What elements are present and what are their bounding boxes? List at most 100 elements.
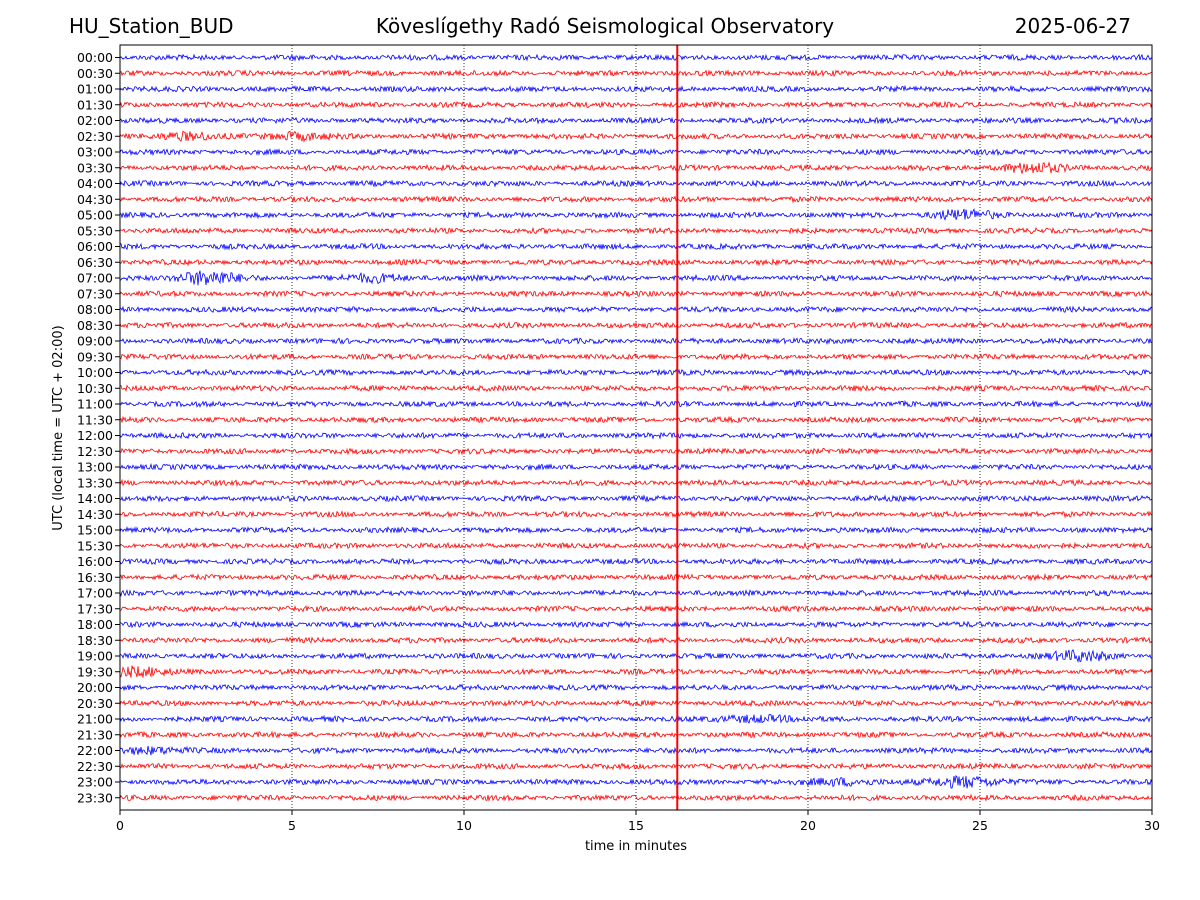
x-tick-label: 15 [628, 818, 644, 833]
y-tick-label: 17:00 [77, 586, 113, 601]
y-tick-label: 19:30 [77, 664, 113, 679]
y-tick-label: 12:00 [77, 428, 113, 443]
trace-2230 [119, 762, 1153, 771]
trace-1530 [119, 541, 1153, 550]
x-tick-label: 0 [116, 818, 124, 833]
trace-0300 [119, 148, 1153, 157]
trace-2300 [119, 774, 1153, 789]
trace-layer [119, 53, 1153, 802]
y-tick-label: 04:00 [77, 176, 113, 191]
trace-0600 [119, 242, 1153, 251]
trace-0900 [119, 336, 1153, 346]
y-tick-label: 18:00 [77, 617, 113, 632]
trace-1430 [119, 510, 1153, 519]
y-tick-layer: 00:0000:3001:0001:3002:0002:3003:0003:30… [77, 50, 120, 805]
trace-0800 [119, 305, 1153, 314]
x-tick-label: 30 [1144, 818, 1160, 833]
trace-0100 [119, 84, 1153, 94]
trace-1030 [119, 384, 1153, 393]
x-tick-layer: 0 5 10 15 20 25 30 [116, 810, 1160, 833]
y-tick-label: 23:00 [77, 775, 113, 790]
y-tick-label: 07:30 [77, 286, 113, 301]
y-tick-label: 07:00 [77, 271, 113, 286]
y-tick-label: 09:00 [77, 334, 113, 349]
trace-1130 [119, 415, 1153, 425]
y-tick-label: 02:00 [77, 113, 113, 128]
date-title: 2025-06-27 [1014, 14, 1131, 38]
y-tick-label: 14:30 [77, 507, 113, 522]
y-tick-label: 20:30 [77, 696, 113, 711]
observatory-title: Köveslígethy Radó Seismological Observat… [375, 14, 835, 38]
trace-1000 [119, 368, 1153, 377]
trace-0930 [119, 352, 1153, 361]
trace-0730 [119, 289, 1153, 298]
y-tick-label: 14:00 [77, 491, 113, 506]
y-tick-label: 10:00 [77, 365, 113, 380]
trace-0500 [119, 208, 1153, 221]
y-tick-label: 21:00 [77, 712, 113, 727]
trace-2100 [119, 714, 1153, 724]
trace-0030 [119, 69, 1153, 78]
y-tick-label: 00:00 [77, 50, 113, 65]
grid-layer [291, 45, 981, 810]
y-tick-label: 05:00 [77, 208, 113, 223]
trace-0130 [119, 100, 1153, 109]
y-tick-label: 16:30 [77, 570, 113, 585]
x-tick-label: 20 [800, 818, 816, 833]
trace-1730 [119, 604, 1153, 613]
y-axis-label: UTC (local time = UTC + 02:00) [51, 325, 66, 530]
trace-1930 [119, 665, 1153, 678]
trace-0630 [119, 258, 1153, 267]
y-tick-label: 15:00 [77, 523, 113, 538]
trace-2130 [119, 730, 1153, 739]
y-tick-label: 00:30 [77, 66, 113, 81]
y-tick-label: 18:30 [77, 633, 113, 648]
y-tick-label: 09:30 [77, 349, 113, 364]
y-tick-label: 12:30 [77, 444, 113, 459]
trace-1800 [119, 620, 1153, 629]
trace-0530 [119, 226, 1153, 235]
trace-1300 [119, 462, 1153, 472]
y-tick-label: 22:30 [77, 759, 113, 774]
y-tick-label: 01:00 [77, 82, 113, 97]
trace-1600 [119, 557, 1153, 566]
y-tick-label: 08:00 [77, 302, 113, 317]
trace-0000 [119, 53, 1153, 62]
y-tick-label: 04:30 [77, 192, 113, 207]
y-tick-label: 15:30 [77, 538, 113, 553]
trace-0200 [119, 116, 1153, 125]
trace-0400 [119, 179, 1153, 188]
trace-0330 [119, 161, 1153, 174]
y-tick-label: 06:00 [77, 239, 113, 254]
y-tick-label: 21:30 [77, 727, 113, 742]
trace-1900 [119, 649, 1153, 663]
y-tick-label: 03:30 [77, 160, 113, 175]
y-tick-label: 17:30 [77, 601, 113, 616]
y-tick-label: 03:00 [77, 145, 113, 160]
y-tick-label: 11:00 [77, 397, 113, 412]
x-axis-label: time in minutes [585, 839, 687, 854]
trace-0230 [119, 130, 1153, 143]
y-tick-label: 06:30 [77, 255, 113, 270]
y-tick-label: 02:30 [77, 129, 113, 144]
y-tick-label: 05:30 [77, 223, 113, 238]
y-tick-label: 13:00 [77, 460, 113, 475]
y-tick-label: 01:30 [77, 97, 113, 112]
y-tick-label: 08:30 [77, 318, 113, 333]
y-tick-label: 22:00 [77, 743, 113, 758]
y-tick-label: 19:00 [77, 649, 113, 664]
trace-1630 [119, 573, 1153, 582]
trace-2030 [119, 699, 1153, 708]
trace-1200 [119, 431, 1153, 440]
y-tick-label: 16:00 [77, 554, 113, 569]
trace-0430 [119, 195, 1153, 204]
y-tick-label: 23:30 [77, 790, 113, 805]
x-tick-label: 25 [972, 818, 988, 833]
trace-1830 [119, 636, 1153, 645]
trace-0700 [119, 270, 1153, 286]
trace-1100 [119, 399, 1153, 408]
x-tick-label: 10 [456, 818, 472, 833]
trace-2330 [119, 793, 1153, 802]
trace-0830 [119, 321, 1153, 330]
trace-1330 [119, 478, 1153, 487]
